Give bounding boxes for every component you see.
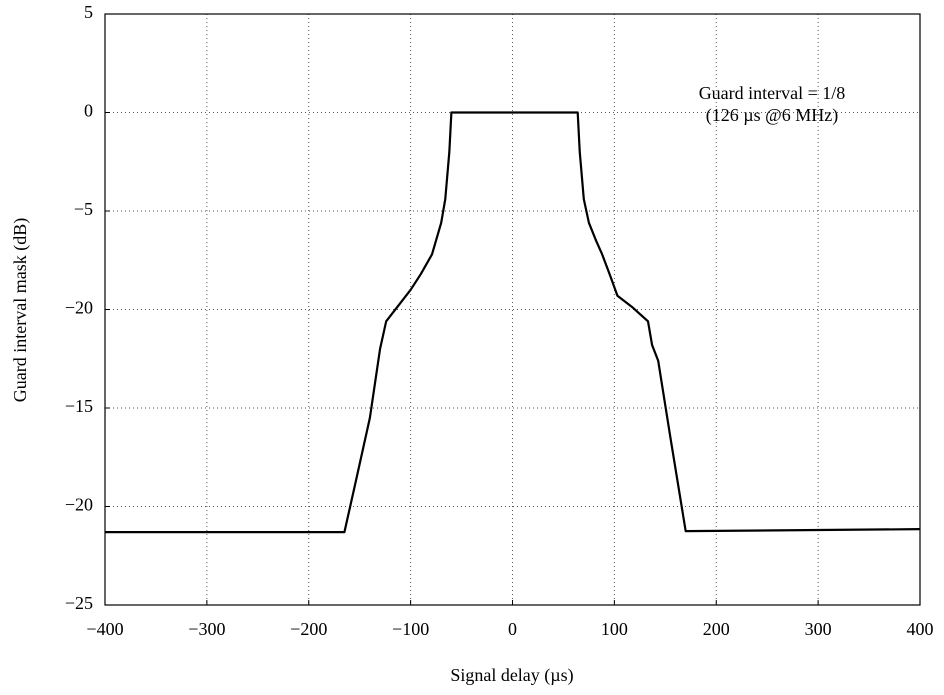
y-tick-label: −25 — [65, 593, 93, 613]
x-tick-label: 0 — [508, 619, 517, 639]
y-axis-label: Guard interval mask (dB) — [10, 218, 31, 402]
plot-frame — [104, 13, 921, 606]
x-axis-label: Signal delay (µs) — [450, 665, 573, 686]
x-tick-label: 300 — [805, 619, 832, 639]
annotation: (126 µs @6 MHz) — [706, 105, 838, 126]
data-line — [105, 111, 921, 534]
x-tick-label: −300 — [188, 619, 225, 639]
x-tick-label: 400 — [907, 619, 934, 639]
x-tick-label: −400 — [86, 619, 123, 639]
x-tick-label: −200 — [290, 619, 327, 639]
y-tick-label: −20 — [65, 298, 93, 318]
x-tick-label: 200 — [703, 619, 730, 639]
annotation: Guard interval = 1/8 — [699, 83, 846, 103]
x-tick-label: −100 — [392, 619, 429, 639]
y-tick-label: −5 — [74, 199, 93, 219]
y-tick-label: 0 — [84, 101, 93, 121]
y-tick-label: 5 — [84, 2, 93, 22]
y-tick-label: −15 — [65, 396, 93, 416]
x-tick-label: 100 — [601, 619, 628, 639]
y-tick-label: −20 — [65, 495, 93, 515]
